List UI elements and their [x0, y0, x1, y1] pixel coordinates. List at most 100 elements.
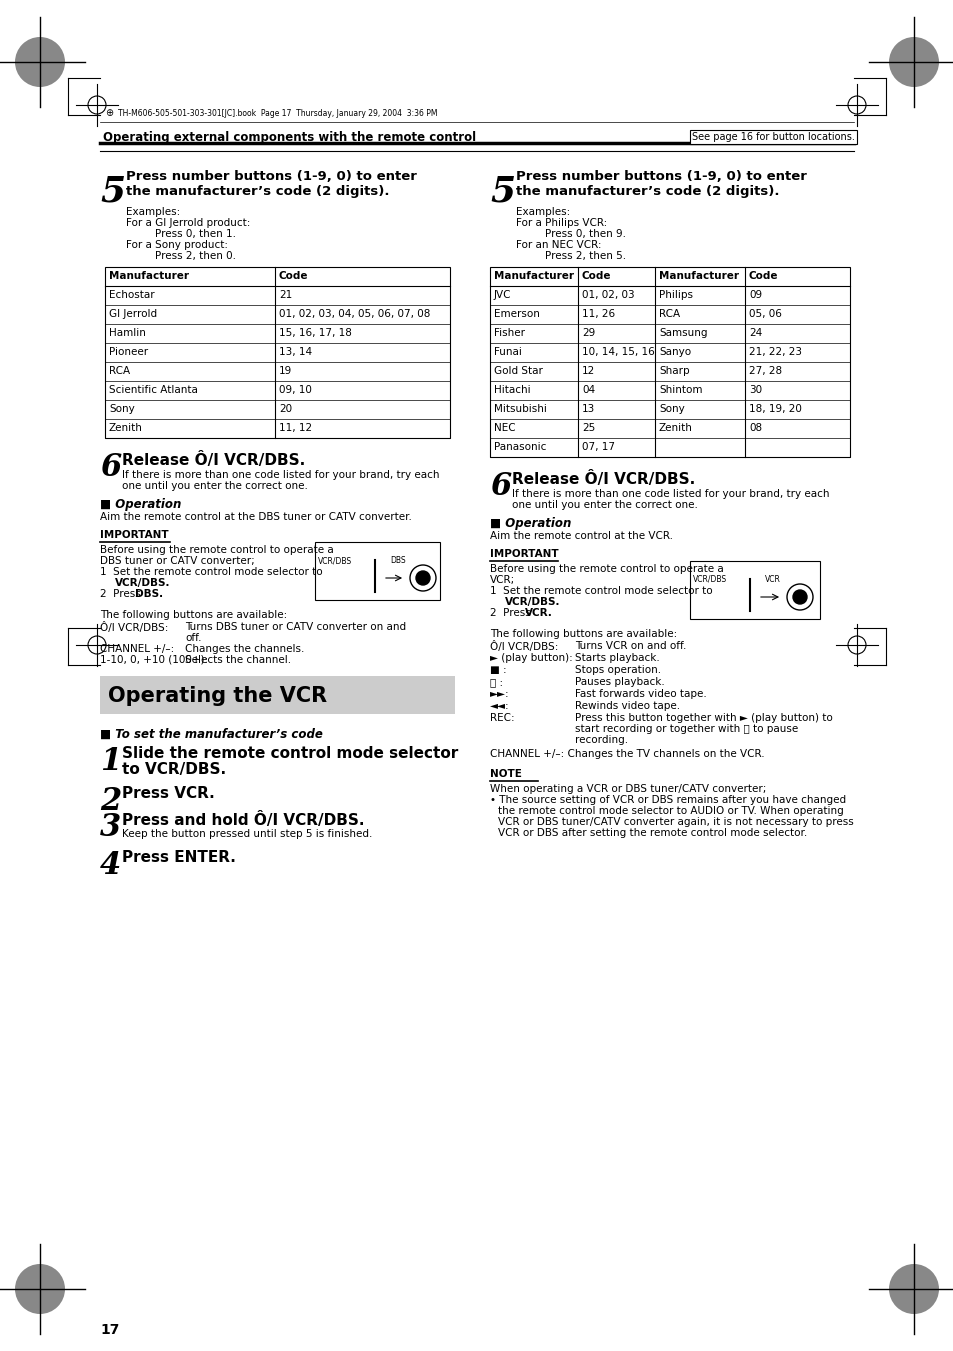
Text: VCR/DBS: VCR/DBS	[692, 576, 726, 584]
Text: Scientific Atlanta: Scientific Atlanta	[109, 385, 197, 394]
Text: Philips: Philips	[659, 290, 692, 300]
Text: JVC: JVC	[494, 290, 511, 300]
Text: For a Sony product:: For a Sony product:	[126, 240, 228, 250]
Text: 15, 16, 17, 18: 15, 16, 17, 18	[278, 328, 352, 338]
Text: Press 0, then 1.: Press 0, then 1.	[154, 230, 235, 239]
Text: 19: 19	[278, 366, 292, 376]
Text: one until you enter the correct one.: one until you enter the correct one.	[122, 481, 308, 490]
Text: ⊕: ⊕	[105, 108, 113, 118]
Text: off.: off.	[185, 634, 201, 643]
Text: VCR.: VCR.	[524, 608, 553, 617]
Text: Before using the remote control to operate a: Before using the remote control to opera…	[100, 544, 334, 555]
Text: ■ Operation: ■ Operation	[490, 517, 571, 530]
Text: ■ Operation: ■ Operation	[100, 499, 181, 511]
Text: Release Ô/I VCR/DBS.: Release Ô/I VCR/DBS.	[512, 471, 695, 486]
Text: Stops operation.: Stops operation.	[575, 665, 660, 676]
Text: For an NEC VCR:: For an NEC VCR:	[516, 240, 601, 250]
Text: 01, 02, 03: 01, 02, 03	[581, 290, 634, 300]
Text: 11, 12: 11, 12	[278, 423, 312, 434]
Text: Press number buttons (1-9, 0) to enter: Press number buttons (1-9, 0) to enter	[516, 170, 806, 182]
Text: Hitachi: Hitachi	[494, 385, 530, 394]
Text: 4: 4	[100, 850, 121, 881]
Text: recording.: recording.	[575, 735, 627, 744]
Text: Code: Code	[748, 272, 778, 281]
Text: If there is more than one code listed for your brand, try each: If there is more than one code listed fo…	[122, 470, 439, 480]
Bar	[490, 267, 849, 457]
Text: 21, 22, 23: 21, 22, 23	[748, 347, 801, 357]
Text: 30: 30	[748, 385, 761, 394]
Text: VCR/DBS.: VCR/DBS.	[115, 578, 171, 588]
Text: Gold Star: Gold Star	[494, 366, 542, 376]
Bar	[689, 561, 820, 619]
Text: Starts playback.: Starts playback.	[575, 653, 659, 663]
Text: one until you enter the correct one.: one until you enter the correct one.	[512, 500, 698, 509]
Text: the manufacturer’s code (2 digits).: the manufacturer’s code (2 digits).	[126, 185, 389, 199]
Text: Press VCR.: Press VCR.	[122, 786, 214, 801]
Text: 09: 09	[748, 290, 761, 300]
Text: VCR/DBS: VCR/DBS	[317, 557, 352, 565]
Text: 25: 25	[581, 423, 595, 434]
Text: 1: 1	[100, 746, 121, 777]
Text: Ô/I VCR/DBS:: Ô/I VCR/DBS:	[490, 640, 558, 653]
Text: 10, 14, 15, 16: 10, 14, 15, 16	[581, 347, 654, 357]
Text: Echostar: Echostar	[109, 290, 154, 300]
Text: VCR/DBS.: VCR/DBS.	[504, 597, 560, 607]
Text: CHANNEL +/–:: CHANNEL +/–:	[100, 644, 174, 654]
Text: ◄◄:: ◄◄:	[490, 701, 509, 711]
Bar	[100, 676, 455, 713]
Text: VCR;: VCR;	[490, 576, 515, 585]
Text: Before using the remote control to operate a: Before using the remote control to opera…	[490, 563, 723, 574]
Text: NOTE: NOTE	[490, 769, 521, 780]
Text: Ô/I VCR/DBS:: Ô/I VCR/DBS:	[100, 621, 168, 634]
Text: Mitsubishi: Mitsubishi	[494, 404, 546, 413]
Text: 05, 06: 05, 06	[748, 309, 781, 319]
Text: 07, 17: 07, 17	[581, 442, 615, 453]
Text: Selects the channel.: Selects the channel.	[185, 655, 291, 665]
Text: 27, 28: 27, 28	[748, 366, 781, 376]
Text: Changes the channels.: Changes the channels.	[185, 644, 304, 654]
Text: 5: 5	[100, 176, 125, 209]
Text: DBS.: DBS.	[135, 589, 163, 598]
Text: RCA: RCA	[109, 366, 130, 376]
Circle shape	[416, 571, 430, 585]
Text: The following buttons are available:: The following buttons are available:	[490, 630, 677, 639]
Text: Sanyo: Sanyo	[659, 347, 690, 357]
Text: 01, 02, 03, 04, 05, 06, 07, 08: 01, 02, 03, 04, 05, 06, 07, 08	[278, 309, 430, 319]
Text: IMPORTANT: IMPORTANT	[100, 530, 169, 540]
Text: Release Ô/I VCR/DBS.: Release Ô/I VCR/DBS.	[122, 453, 305, 467]
Text: Fisher: Fisher	[494, 328, 524, 338]
Text: 13, 14: 13, 14	[278, 347, 312, 357]
Text: • The source setting of VCR or DBS remains after you have changed: • The source setting of VCR or DBS remai…	[490, 794, 845, 805]
Text: Examples:: Examples:	[516, 207, 570, 218]
Text: 6: 6	[100, 453, 121, 484]
Text: 20: 20	[278, 404, 292, 413]
Text: 24: 24	[748, 328, 761, 338]
Text: 12: 12	[581, 366, 595, 376]
Text: Code: Code	[581, 272, 611, 281]
Text: Manufacturer: Manufacturer	[659, 272, 739, 281]
Text: to VCR/DBS.: to VCR/DBS.	[122, 762, 226, 777]
Text: Zenith: Zenith	[109, 423, 143, 434]
Text: 29: 29	[581, 328, 595, 338]
Text: IMPORTANT: IMPORTANT	[490, 549, 558, 559]
Circle shape	[792, 590, 806, 604]
Text: For a GI Jerrold product:: For a GI Jerrold product:	[126, 218, 250, 228]
Text: ⏸ :: ⏸ :	[490, 677, 502, 688]
Text: 11, 26: 11, 26	[581, 309, 615, 319]
Text: Press this button together with ► (play button) to: Press this button together with ► (play …	[575, 713, 832, 723]
Text: Samsung: Samsung	[659, 328, 707, 338]
Circle shape	[15, 36, 65, 86]
Text: 6: 6	[490, 471, 511, 503]
Text: 1-10, 0, +10 (100+):: 1-10, 0, +10 (100+):	[100, 655, 208, 665]
Bar	[314, 542, 439, 600]
Text: ► (play button):: ► (play button):	[490, 653, 572, 663]
Text: 3: 3	[100, 812, 121, 843]
Text: 09, 10: 09, 10	[278, 385, 312, 394]
Text: Code: Code	[278, 272, 308, 281]
Text: Funai: Funai	[494, 347, 521, 357]
Text: Examples:: Examples:	[126, 207, 180, 218]
Text: ■ :: ■ :	[490, 665, 506, 676]
Text: 1  Set the remote control mode selector to: 1 Set the remote control mode selector t…	[100, 567, 322, 577]
Circle shape	[888, 1265, 938, 1315]
Text: When operating a VCR or DBS tuner/CATV converter;: When operating a VCR or DBS tuner/CATV c…	[490, 784, 765, 794]
